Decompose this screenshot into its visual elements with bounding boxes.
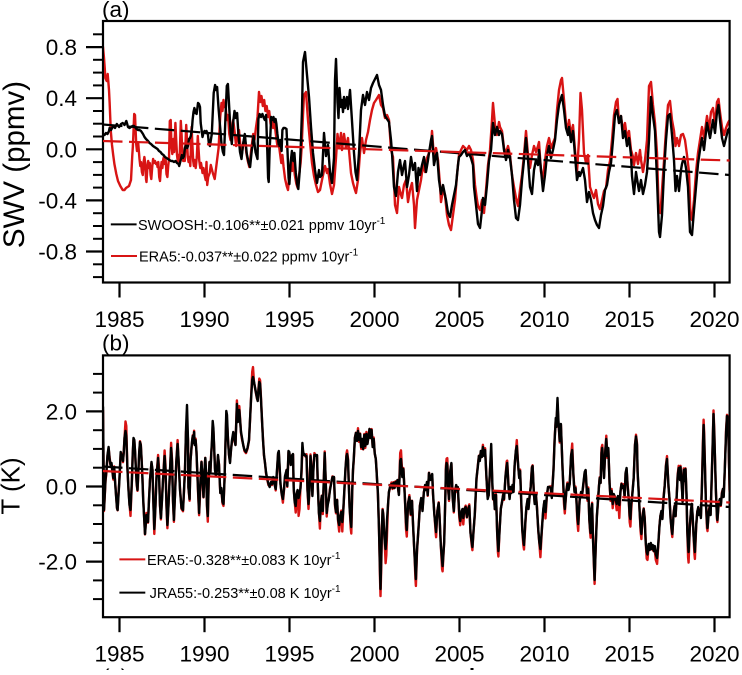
svg-text:-0.4: -0.4: [38, 188, 77, 213]
svg-text:JRA55:-0.253**±0.08 K 10yr-1: JRA55:-0.253**±0.08 K 10yr-1: [150, 584, 341, 602]
svg-text:T (K): T (K): [0, 457, 26, 514]
svg-text:2020: 2020: [689, 307, 739, 332]
svg-text:-0.8: -0.8: [38, 240, 77, 265]
svg-text:(b): (b): [102, 331, 130, 356]
svg-text:0.4: 0.4: [46, 86, 77, 111]
svg-text:1985: 1985: [94, 307, 144, 332]
svg-text:2000: 2000: [349, 642, 399, 667]
svg-text:SWV (ppmv): SWV (ppmv): [0, 81, 31, 248]
svg-text:(c): (c): [102, 665, 128, 671]
svg-text:2015: 2015: [604, 307, 654, 332]
svg-text:1990: 1990: [179, 642, 229, 667]
svg-text:0.0: 0.0: [46, 475, 77, 500]
svg-text:(a): (a): [102, 0, 130, 22]
svg-text:1990: 1990: [179, 307, 229, 332]
svg-text:2020: 2020: [689, 642, 739, 667]
svg-text:2010: 2010: [519, 307, 569, 332]
svg-text:2015: 2015: [604, 642, 654, 667]
svg-text:1995: 1995: [264, 642, 314, 667]
svg-text:1985: 1985: [94, 642, 144, 667]
svg-text:ERA5:-0.037**±0.022 ppmv 10yr-: ERA5:-0.037**±0.022 ppmv 10yr-1: [139, 248, 359, 266]
svg-text:2010: 2010: [519, 642, 569, 667]
svg-text:0.0: 0.0: [46, 137, 77, 162]
svg-text:SWOOSH:-0.106**±0.021 ppmv 10y: SWOOSH:-0.106**±0.021 ppmv 10yr-1: [138, 216, 386, 234]
svg-text:1995: 1995: [264, 307, 314, 332]
svg-text:2000: 2000: [349, 307, 399, 332]
svg-text:ERA5:-0.328**±0.083 K 10yr-1: ERA5:-0.328**±0.083 K 10yr-1: [147, 551, 341, 569]
svg-text:0.8: 0.8: [46, 35, 77, 60]
svg-text:2005: 2005: [434, 307, 484, 332]
svg-text:2005: 2005: [434, 642, 484, 667]
svg-text:-2.0: -2.0: [38, 550, 77, 575]
svg-text:2.0: 2.0: [46, 399, 77, 424]
